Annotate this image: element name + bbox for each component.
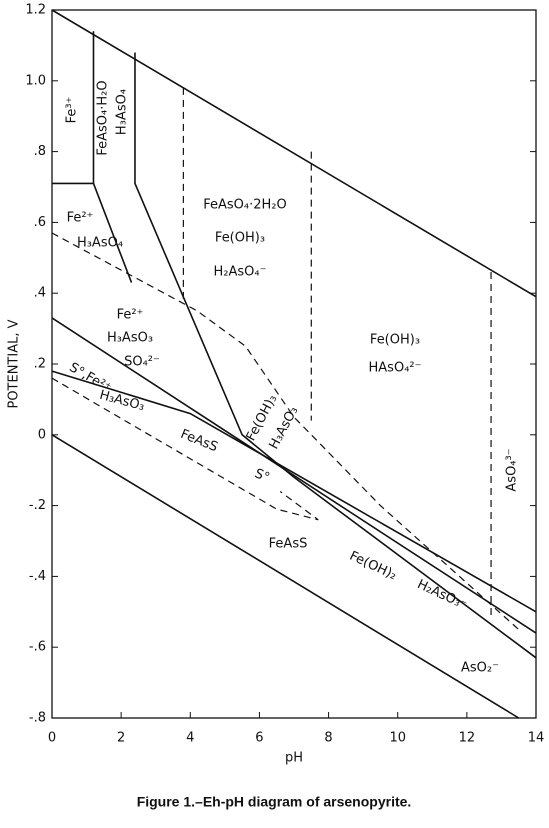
y-tick-label: 0	[38, 427, 46, 442]
region-label: HAsO₄²⁻	[369, 361, 422, 376]
region-label: AsO₄³⁻	[505, 448, 520, 491]
region-label: H₂AsO₃⁻	[415, 577, 469, 613]
boundary-line	[51, 434, 520, 719]
x-tick-label: 14	[528, 731, 545, 746]
boundary-line	[293, 476, 537, 659]
x-tick-label: 6	[255, 731, 263, 746]
y-tick-label: -.6	[29, 640, 46, 655]
region-label: FeAsO₄·H₂O	[96, 80, 111, 155]
y-tick-label: .2	[34, 357, 46, 372]
boundary-line	[134, 52, 295, 478]
boundary-line	[51, 370, 537, 613]
region-label: H₂AsO₄⁻	[214, 265, 267, 280]
x-axis-label: pH	[285, 751, 303, 766]
y-tick-label: .6	[34, 215, 46, 230]
y-axis-label: POTENTIAL, V	[7, 319, 22, 408]
dashed-boundary	[51, 232, 520, 630]
boundary-line	[51, 317, 537, 634]
y-tick-label: 1.0	[25, 73, 46, 88]
region-label: FeAsS	[269, 537, 308, 552]
y-tick-label: .4	[34, 286, 46, 301]
region-label: SO₄²⁻	[124, 355, 160, 370]
region-label: Fe³⁺	[65, 97, 80, 124]
region-label: FeAsO₄·2H₂O	[203, 198, 287, 213]
x-tick-label: 8	[324, 731, 332, 746]
region-label: Fe(OH)₃	[370, 333, 420, 348]
y-tick-label: 1.2	[25, 3, 46, 18]
caption: Figure 1.–Eh-pH diagram of arsenopyrite.	[137, 794, 412, 810]
x-tick-label: 2	[117, 731, 125, 746]
boundary-line	[52, 31, 95, 185]
region-label: H₃AsO₃	[107, 331, 153, 346]
x-tick-label: 4	[186, 731, 194, 746]
dashed-boundary	[51, 377, 319, 521]
boundary-line	[51, 9, 537, 298]
region-label: S°	[252, 466, 271, 485]
region-label: Fe(OH)₂	[347, 549, 399, 584]
y-tick-label: -.4	[29, 569, 46, 584]
y-tick-label: -.8	[29, 711, 46, 726]
y-tick-label: .8	[34, 144, 46, 159]
x-tick-label: 0	[48, 731, 56, 746]
x-tick-label: 12	[459, 731, 476, 746]
region-label: Fe(OH)₃	[215, 231, 265, 246]
region-label: AsO₂⁻	[461, 661, 499, 676]
y-tick-label: -.2	[29, 498, 46, 513]
region-label: Fe²⁺	[117, 308, 144, 323]
x-tick-label: 10	[389, 731, 406, 746]
region-label: H₃AsO₄	[115, 89, 130, 135]
region-label: FeAsS	[178, 427, 219, 455]
region-label: H₃AsO₄	[77, 236, 123, 251]
region-label: Fe²⁺	[67, 211, 94, 226]
boundary-line	[92, 183, 133, 283]
